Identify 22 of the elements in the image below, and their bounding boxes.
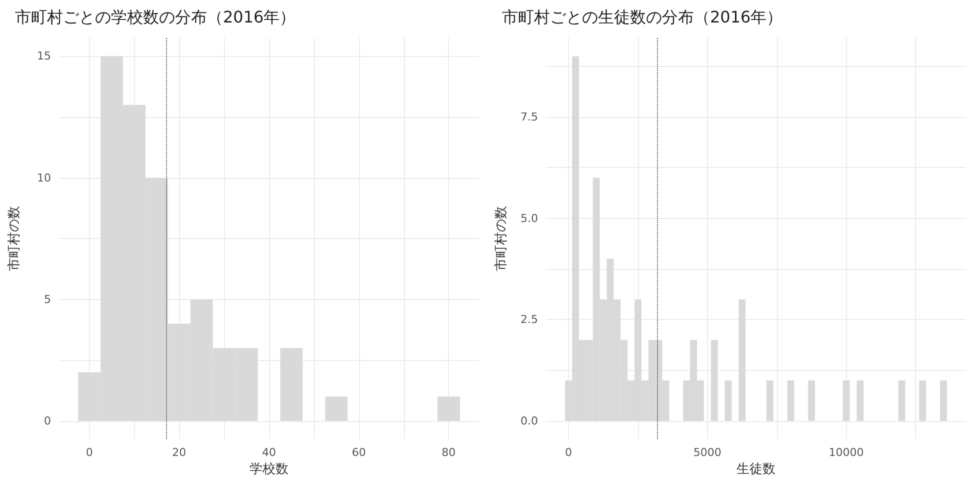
x-tick-label: 0 xyxy=(565,446,572,460)
x-tick-label: 40 xyxy=(262,446,276,460)
y-tick-label: 15 xyxy=(37,50,51,63)
chart-title: 市町村ごとの生徒数の分布（2016年） xyxy=(502,8,783,26)
y-tick-label: 7.5 xyxy=(520,110,538,124)
x-tick-label: 60 xyxy=(352,446,366,460)
x-tick-label: 5000 xyxy=(693,446,722,460)
y-tick-label: 5 xyxy=(44,292,51,306)
x-tick-label: 80 xyxy=(442,446,456,460)
y-axis-title: 市町村の数 xyxy=(7,206,22,272)
x-axis-title: 学校数 xyxy=(250,462,288,477)
x-axis-title: 生徒数 xyxy=(736,462,776,477)
x-tick-label: 10000 xyxy=(828,446,864,460)
chart-title: 市町村ごとの学校数の分布（2016年） xyxy=(15,8,296,26)
y-tick-label: 0.0 xyxy=(520,414,538,428)
y-tick-label: 5.0 xyxy=(520,212,538,225)
y-tick-label: 2.5 xyxy=(520,313,538,326)
y-tick-label: 10 xyxy=(37,171,51,184)
x-tick-label: 0 xyxy=(86,446,93,460)
y-axis-title: 市町村の数 xyxy=(494,206,509,272)
x-tick-label: 20 xyxy=(172,446,186,460)
y-tick-label: 0 xyxy=(44,414,51,428)
